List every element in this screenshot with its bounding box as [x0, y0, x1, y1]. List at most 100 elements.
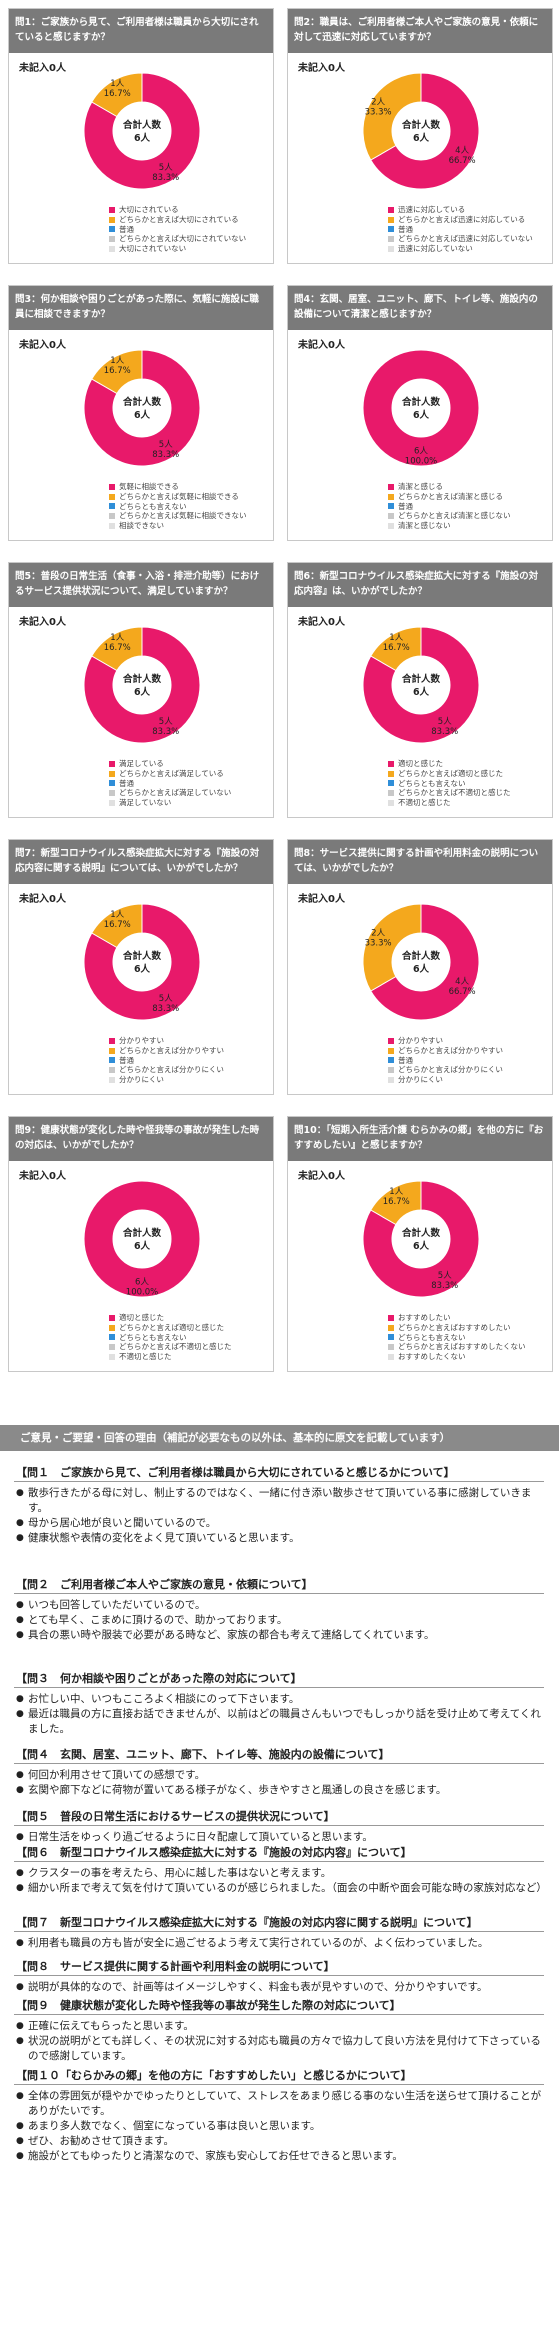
legend-entry: どちらかと言えばおすすめしたい	[388, 1323, 526, 1333]
legend-swatch	[109, 1037, 115, 1044]
center-total: 6人	[134, 1240, 151, 1252]
unrecorded-count: 未記入0人	[19, 340, 66, 351]
legend-label: どちらかと言えば満足していない	[119, 788, 232, 798]
comment-item: 母から居心地が良いと聞いているので。	[14, 1516, 544, 1531]
unrecorded-count: 未記入0人	[298, 340, 345, 351]
donut-slice	[91, 903, 143, 949]
center-total: 6人	[134, 686, 151, 698]
legend: 満足している どちらかと言えば満足している 普通 どちらかと言えば満足していない 満足し…	[109, 759, 231, 808]
legend-entry: どちらかと言えば大切にされていない	[109, 234, 246, 244]
legend-label: おすすめしたい	[398, 1313, 451, 1322]
legend-swatch	[109, 226, 115, 233]
legend-label: どちらかと言えば分かりにくい	[119, 1065, 224, 1075]
chart-panel: 問8：サービス提供に関する計画や利用料金の説明については、いかがでしたか？ 未記入…	[287, 839, 553, 1095]
comment-section: 【問５ 普段の日常生活におけるサービスの提供状況について】日常生活をゆっくり過ご…	[14, 1809, 544, 1845]
donut-slice	[362, 72, 422, 161]
legend-swatch	[109, 770, 115, 777]
chart-panel: 問7：新型コロナウイルス感染症拡大に対する『施設の対応内容に関する説明』について…	[8, 839, 274, 1095]
legend: 清潔と感じる どちらかと言えば清潔と感じる 普通 どちらかと言えば清潔と感じない 清潔と…	[388, 482, 511, 531]
legend-entry: 満足していない	[109, 798, 231, 808]
unrecorded-count: 未記入0人	[19, 617, 66, 628]
legend-swatch	[388, 1037, 394, 1044]
legend-label: どちらかと言えば適切と感じた	[398, 768, 503, 778]
slice-label: 100.0%	[126, 1288, 158, 1298]
chart-title: 問10：「短期入所生活介護 むらかみの郷」を他の方に『おすすめしたい』と感じます…	[288, 1117, 552, 1161]
legend-label: どちらかと言えばおすすめしたくない	[398, 1342, 526, 1352]
legend-label: どちらかと言えば清潔と感じない	[398, 511, 511, 521]
center-label: 合計人数	[402, 119, 441, 131]
legend-swatch	[388, 790, 394, 797]
comment-section: 【問８ サービス提供に関する計画や利用料金の説明について】説明が具体的なので、計…	[14, 1959, 544, 1995]
donut-slice	[83, 626, 201, 744]
slice-label: 6人	[135, 1278, 149, 1288]
legend-swatch	[388, 513, 394, 520]
legend-swatch	[109, 1334, 115, 1341]
slice-label: 1人	[110, 356, 124, 366]
legend-entry: どちらかと言えば満足していない	[109, 788, 231, 798]
legend-label: どちらかと言えば気軽に相談できる	[119, 491, 239, 501]
legend-entry: どちらかと言えば不適切と感じた	[388, 788, 511, 798]
slice-label: 83.3%	[431, 1281, 458, 1291]
legend-label: どちらかと言えば迅速に対応していない	[398, 234, 533, 244]
donut-slice	[83, 349, 201, 467]
legend-swatch	[388, 770, 394, 777]
legend-label: どちらかと言えば分かりやすい	[398, 1045, 503, 1055]
slice-label: 66.7%	[449, 156, 476, 166]
legend-entry: 迅速に対応している	[388, 205, 533, 215]
legend-entry: どちらかと言えば適切と感じた	[388, 769, 511, 779]
legend-entry: 普通	[109, 779, 231, 789]
legend-entry: 分かりにくい	[109, 1075, 224, 1085]
chart-title: 問6：新型コロナウイルス感染症拡大に対する『施設の対応内容』は、いかがでしたか？	[288, 563, 552, 607]
comment-heading: 【問１０「むらかみの郷」を他の方に「おすすめしたい」と感じるかについて】	[14, 2068, 544, 2085]
slice-label: 16.7%	[104, 89, 131, 99]
donut-slice	[370, 72, 480, 190]
center-label: 合計人数	[123, 673, 162, 685]
comment-section: 【問３ 何か相談や困りごとがあった際の対応について】お忙しい中、いつもこころよく…	[14, 1671, 544, 1737]
slice-label: 83.3%	[152, 1004, 179, 1014]
slice-label: 2人	[371, 97, 385, 107]
comment-item: 日常生活をゆっくり過ごせるように日々配慮して頂いていると思います。	[14, 1830, 544, 1845]
legend-entry: おすすめしたい	[388, 1313, 526, 1323]
slice-label: 66.7%	[449, 987, 476, 997]
chart-panel: 問6：新型コロナウイルス感染症拡大に対する『施設の対応内容』は、いかがでしたか？…	[287, 562, 553, 818]
legend-swatch	[109, 513, 115, 520]
comment-heading: 【問４ 玄関、居室、ユニット、廊下、トイレ等、施設内の設備について】	[14, 1747, 544, 1764]
legend-entry: 普通	[388, 225, 533, 235]
donut-slice	[362, 349, 480, 467]
unrecorded-count: 未記入0人	[19, 1171, 66, 1182]
slice-label: 4人	[455, 977, 469, 987]
legend-entry: 気軽に相談できる	[109, 482, 247, 492]
legend-swatch	[388, 1354, 394, 1361]
legend-swatch	[388, 1047, 394, 1054]
slice-label: 4人	[455, 146, 469, 156]
legend-label: 清潔と感じる	[398, 482, 443, 491]
unrecorded-count: 未記入0人	[298, 894, 345, 905]
slice-label: 100.0%	[405, 457, 437, 467]
legend-swatch	[388, 1334, 394, 1341]
legend-label: 分かりやすい	[398, 1036, 443, 1045]
legend-label: 気軽に相談できる	[119, 482, 179, 491]
legend-entry: どちらかと言えばおすすめしたくない	[388, 1342, 526, 1352]
comment-item: 状況の説明がとても詳しく、その状況に対する対応も職員の方々で協力して良い方法を見…	[14, 2034, 544, 2064]
comment-item: あまり多人数でなく、個室になっている事は良いと思います。	[14, 2119, 544, 2134]
legend: 分かりやすい どちらかと言えば分かりやすい 普通 どちらかと言えば分かりにくい 分かりに…	[109, 1036, 224, 1085]
legend-swatch	[388, 216, 394, 223]
legend-swatch	[109, 1354, 115, 1361]
legend-label: どちらとも言えない	[119, 1332, 187, 1342]
legend-label: 普通	[398, 501, 413, 511]
center-total: 6人	[413, 409, 430, 421]
legend-entry: 普通	[388, 502, 511, 512]
slice-label: 1人	[110, 910, 124, 920]
center-label: 合計人数	[402, 950, 441, 962]
legend-entry: どちらかと言えば清潔と感じない	[388, 511, 511, 521]
comment-item: とても早く、こまめに頂けるので、助かっております。	[14, 1613, 544, 1628]
comments-title: ご意見・ご要望・回答の理由（補記が必要なもの以外は、基本的に原文を記載しています…	[0, 1425, 559, 1451]
legend-label: 適切と感じた	[119, 1313, 164, 1322]
donut-slice	[91, 72, 143, 118]
legend-label: どちらとも言えない	[119, 501, 187, 511]
